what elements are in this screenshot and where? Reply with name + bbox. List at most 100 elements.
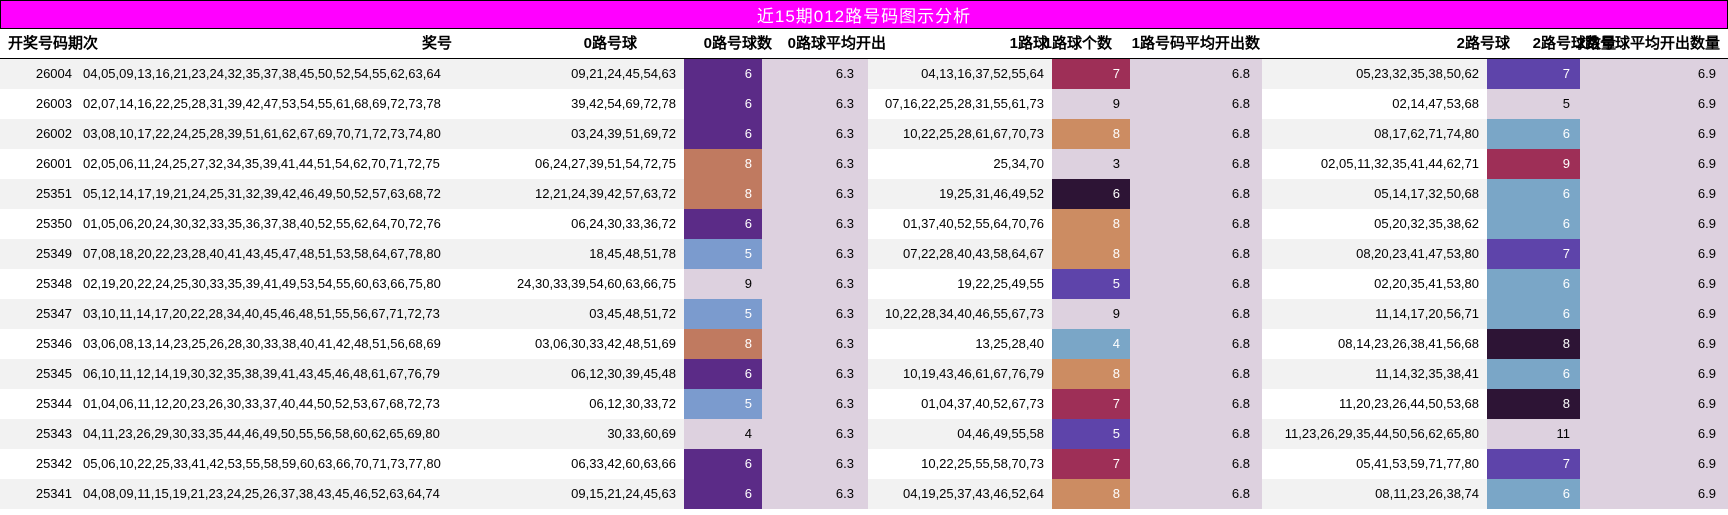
winning-numbers-cell: 04,11,23,26,29,30,33,35,44,46,49,50,55,5… xyxy=(78,419,456,449)
period-cell: 26004 xyxy=(0,59,78,89)
road1-balls-cell: 04,19,25,37,43,46,52,64 xyxy=(868,479,1052,509)
page-title: 近15期012路号码图示分析 xyxy=(756,7,972,26)
road1-count-cell: 5 xyxy=(1052,419,1130,449)
table-row: 25343 04,11,23,26,29,30,33,35,44,46,49,50… xyxy=(0,419,1728,449)
road2-balls-cell: 05,23,32,35,38,50,62 xyxy=(1262,59,1487,89)
road2-balls-cell: 08,11,23,26,38,74 xyxy=(1262,479,1487,509)
header-road0-avg: 0路球平均开出 xyxy=(787,35,886,52)
winning-numbers-cell: 03,06,08,13,14,23,25,26,28,30,33,38,40,4… xyxy=(78,329,456,359)
road2-avg-cell: 6.9 xyxy=(1580,299,1728,329)
road0-count-cell: 4 xyxy=(684,419,762,449)
road0-count-cell: 6 xyxy=(684,479,762,509)
road0-avg-cell: 6.3 xyxy=(762,59,868,89)
road1-avg-cell: 6.8 xyxy=(1130,119,1262,149)
road2-count-cell: 9 xyxy=(1487,149,1580,179)
road1-avg-cell: 6.8 xyxy=(1130,59,1262,89)
table-row: 25345 06,10,11,12,14,19,30,32,35,38,39,41… xyxy=(0,359,1728,389)
road0-avg-cell: 6.3 xyxy=(762,329,868,359)
header-road1-avg: 1路号码平均开出数 xyxy=(1131,35,1260,52)
road1-balls-cell: 10,22,25,55,58,70,73 xyxy=(868,449,1052,479)
road0-balls-cell: 24,30,33,39,54,60,63,66,75 xyxy=(456,269,684,299)
road0-avg-cell: 6.3 xyxy=(762,209,868,239)
table-row: 25344 01,04,06,11,12,20,23,26,30,33,37,40… xyxy=(0,389,1728,419)
road0-balls-cell: 06,12,30,39,45,48 xyxy=(456,359,684,389)
road2-balls-cell: 11,20,23,26,44,50,53,68 xyxy=(1262,389,1487,419)
period-cell: 25341 xyxy=(0,479,78,509)
header-road1-balls: 1路球 xyxy=(1009,35,1048,52)
road0-avg-cell: 6.3 xyxy=(762,419,868,449)
road1-count-cell: 7 xyxy=(1052,59,1130,89)
winning-numbers-cell: 05,12,14,17,19,21,24,25,31,32,39,42,46,4… xyxy=(78,179,456,209)
road2-avg-cell: 6.9 xyxy=(1580,419,1728,449)
road0-balls-cell: 03,45,48,51,72 xyxy=(456,299,684,329)
road0-avg-cell: 6.3 xyxy=(762,479,868,509)
road0-avg-cell: 6.3 xyxy=(762,119,868,149)
period-cell: 25350 xyxy=(0,209,78,239)
road2-balls-cell: 05,14,17,32,50,68 xyxy=(1262,179,1487,209)
road1-balls-cell: 07,22,28,40,43,58,64,67 xyxy=(868,239,1052,269)
header-road2-balls: 2路号球 xyxy=(1456,35,1510,52)
road0-avg-cell: 6.3 xyxy=(762,149,868,179)
road2-balls-cell: 02,20,35,41,53,80 xyxy=(1262,269,1487,299)
period-cell: 25346 xyxy=(0,329,78,359)
road0-balls-cell: 30,33,60,69 xyxy=(456,419,684,449)
road2-count-cell: 8 xyxy=(1487,389,1580,419)
road1-balls-cell: 07,16,22,25,28,31,55,61,73 xyxy=(868,89,1052,119)
road1-count-cell: 8 xyxy=(1052,359,1130,389)
table-row: 25342 05,06,10,22,25,33,41,42,53,55,58,59… xyxy=(0,449,1728,479)
road1-avg-cell: 6.8 xyxy=(1130,479,1262,509)
road2-avg-cell: 6.9 xyxy=(1580,479,1728,509)
road1-avg-cell: 6.8 xyxy=(1130,89,1262,119)
road2-count-cell: 7 xyxy=(1487,59,1580,89)
road2-avg-cell: 6.9 xyxy=(1580,239,1728,269)
road0-count-cell: 5 xyxy=(684,389,762,419)
road0-balls-cell: 09,15,21,24,45,63 xyxy=(456,479,684,509)
road0-count-cell: 6 xyxy=(684,449,762,479)
road2-avg-cell: 6.9 xyxy=(1580,119,1728,149)
road2-count-cell: 6 xyxy=(1487,179,1580,209)
road1-avg-cell: 6.8 xyxy=(1130,239,1262,269)
road1-count-cell: 3 xyxy=(1052,149,1130,179)
table-header-row: 开奖号码期次 奖号 0路号球 0路号球数 0路球平均开出 1路球 1路球个数 1… xyxy=(0,29,1728,59)
table-row: 25351 05,12,14,17,19,21,24,25,31,32,39,42… xyxy=(0,179,1728,209)
road2-count-cell: 7 xyxy=(1487,449,1580,479)
road0-balls-cell: 06,24,27,39,51,54,72,75 xyxy=(456,149,684,179)
road0-count-cell: 5 xyxy=(684,299,762,329)
table-row: 26001 02,05,06,11,24,25,27,32,34,35,39,41… xyxy=(0,149,1728,179)
winning-numbers-cell: 02,05,06,11,24,25,27,32,34,35,39,41,44,5… xyxy=(78,149,456,179)
period-cell: 25343 xyxy=(0,419,78,449)
header-numbers: 奖号 xyxy=(421,35,452,52)
period-cell: 26001 xyxy=(0,149,78,179)
road2-balls-cell: 08,17,62,71,74,80 xyxy=(1262,119,1487,149)
road1-count-cell: 8 xyxy=(1052,119,1130,149)
road0-balls-cell: 03,06,30,33,42,48,51,69 xyxy=(456,329,684,359)
road0-count-cell: 8 xyxy=(684,329,762,359)
road1-avg-cell: 6.8 xyxy=(1130,209,1262,239)
road1-avg-cell: 6.8 xyxy=(1130,179,1262,209)
winning-numbers-cell: 03,10,11,14,17,20,22,28,34,40,45,46,48,5… xyxy=(78,299,456,329)
road0-count-cell: 6 xyxy=(684,209,762,239)
winning-numbers-cell: 06,10,11,12,14,19,30,32,35,38,39,41,43,4… xyxy=(78,359,456,389)
road0-balls-cell: 18,45,48,51,78 xyxy=(456,239,684,269)
road1-avg-cell: 6.8 xyxy=(1130,449,1262,479)
road0-avg-cell: 6.3 xyxy=(762,299,868,329)
road0-balls-cell: 39,42,54,69,72,78 xyxy=(456,89,684,119)
road2-count-cell: 6 xyxy=(1487,299,1580,329)
road1-balls-cell: 19,25,31,46,49,52 xyxy=(868,179,1052,209)
road2-count-cell: 6 xyxy=(1487,209,1580,239)
header-road0-balls: 0路号球 xyxy=(583,35,637,52)
road1-avg-cell: 6.8 xyxy=(1130,359,1262,389)
period-cell: 25345 xyxy=(0,359,78,389)
road2-balls-cell: 11,23,26,29,35,44,50,56,62,65,80 xyxy=(1262,419,1487,449)
table-row: 26002 03,08,10,17,22,24,25,28,39,51,61,62… xyxy=(0,119,1728,149)
road2-avg-cell: 6.9 xyxy=(1580,89,1728,119)
road2-balls-cell: 05,20,32,35,38,62 xyxy=(1262,209,1487,239)
road0-balls-cell: 12,21,24,39,42,57,63,72 xyxy=(456,179,684,209)
road2-avg-cell: 6.9 xyxy=(1580,329,1728,359)
road0-count-cell: 5 xyxy=(684,239,762,269)
period-cell: 26003 xyxy=(0,89,78,119)
road0-balls-cell: 06,33,42,60,63,66 xyxy=(456,449,684,479)
road1-balls-cell: 04,46,49,55,58 xyxy=(868,419,1052,449)
road2-avg-cell: 6.9 xyxy=(1580,59,1728,89)
